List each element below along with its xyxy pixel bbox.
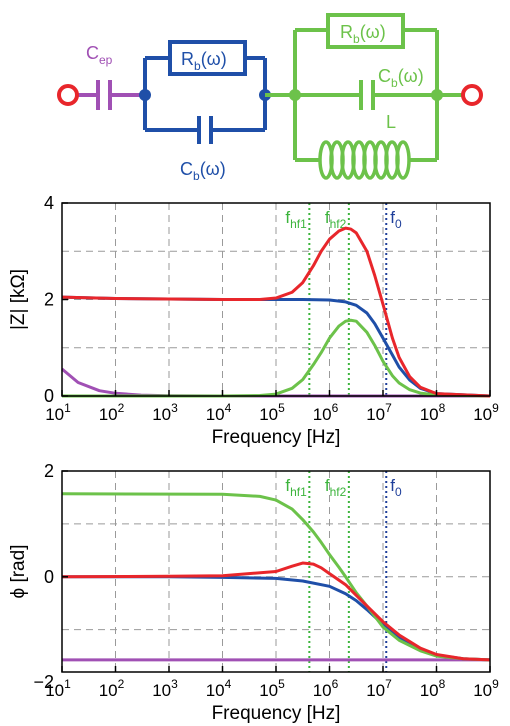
x-tick-label: 108 xyxy=(420,401,446,424)
y-tick-label: 4 xyxy=(44,193,54,213)
y-tick-label: 2 xyxy=(44,461,54,481)
green-c-label: Cb(ω) xyxy=(378,66,424,90)
x-tick-label: 107 xyxy=(366,677,392,700)
green-node-right xyxy=(431,89,443,101)
series-line xyxy=(61,226,491,398)
y-tick-label: 2 xyxy=(44,290,54,310)
blue-rc-block xyxy=(143,40,267,144)
x-tick-label: 101 xyxy=(45,401,71,424)
x-tick-label: 106 xyxy=(313,677,339,700)
x-tick-label: 104 xyxy=(206,677,232,700)
impedance-magnitude-chart: fhf1 fhf2 f0 0 2 4 101 102 103 104 105 106 107 108 109… xyxy=(8,193,499,448)
x-tick-label: 103 xyxy=(152,401,178,424)
x-tick-label: 104 xyxy=(206,401,232,424)
green-r-label: Rb(ω) xyxy=(340,22,386,46)
y-axis: 0 2 4 xyxy=(44,193,68,406)
marker-label: fhf2 xyxy=(325,208,347,231)
y-tick-label: −2 xyxy=(33,672,54,692)
marker-label: fhf1 xyxy=(285,476,307,499)
blue-r-label: Rb(ω) xyxy=(181,49,227,73)
x-tick-label: 108 xyxy=(420,677,446,700)
cep-label: Cep xyxy=(86,43,113,67)
inductor-label: L xyxy=(386,112,396,132)
x-tick-label: 107 xyxy=(366,401,392,424)
output-terminal xyxy=(461,84,483,106)
y-axis: −2 0 2 xyxy=(33,461,68,692)
frequency-markers: fhf1 fhf2 f0 xyxy=(285,471,402,672)
x-tick-label: 105 xyxy=(259,401,285,424)
marker-label: f0 xyxy=(390,208,402,231)
series-line xyxy=(62,318,491,398)
circuit-diagram: Cep Rb(ω) Cb(ω) xyxy=(57,13,483,183)
y-axis-label: ϕ [rad] xyxy=(8,545,29,599)
green-node-left xyxy=(289,89,301,101)
series-group xyxy=(61,492,491,662)
input-terminal xyxy=(57,84,79,106)
inductor-coil xyxy=(318,140,411,180)
cep-branch xyxy=(78,80,145,110)
x-tick-label: 109 xyxy=(473,401,499,424)
y-axis-label: |Z| [kΩ] xyxy=(8,269,29,330)
x-axis: 101 102 103 104 105 106 107 108 109 xyxy=(45,666,499,700)
series-line xyxy=(61,561,491,662)
series-line xyxy=(61,492,491,662)
x-axis: 101 102 103 104 105 106 107 108 109 xyxy=(45,390,499,424)
x-axis-label: Frequency [Hz] xyxy=(212,703,341,724)
x-tick-label: 106 xyxy=(313,401,339,424)
x-tick-label: 101 xyxy=(45,677,71,700)
x-tick-label: 103 xyxy=(152,677,178,700)
x-tick-label: 109 xyxy=(473,677,499,700)
marker-label: f0 xyxy=(390,476,402,499)
marker-label: fhf1 xyxy=(285,208,307,231)
y-tick-label: 0 xyxy=(44,386,54,406)
x-tick-label: 102 xyxy=(99,677,125,700)
y-tick-label: 0 xyxy=(44,567,54,587)
marker-label: fhf2 xyxy=(325,476,347,499)
x-tick-label: 105 xyxy=(259,677,285,700)
x-axis-label: Frequency [Hz] xyxy=(212,427,341,448)
blue-node-left xyxy=(139,89,151,101)
x-tick-label: 102 xyxy=(99,401,125,424)
blue-c-label: Cb(ω) xyxy=(180,159,226,183)
